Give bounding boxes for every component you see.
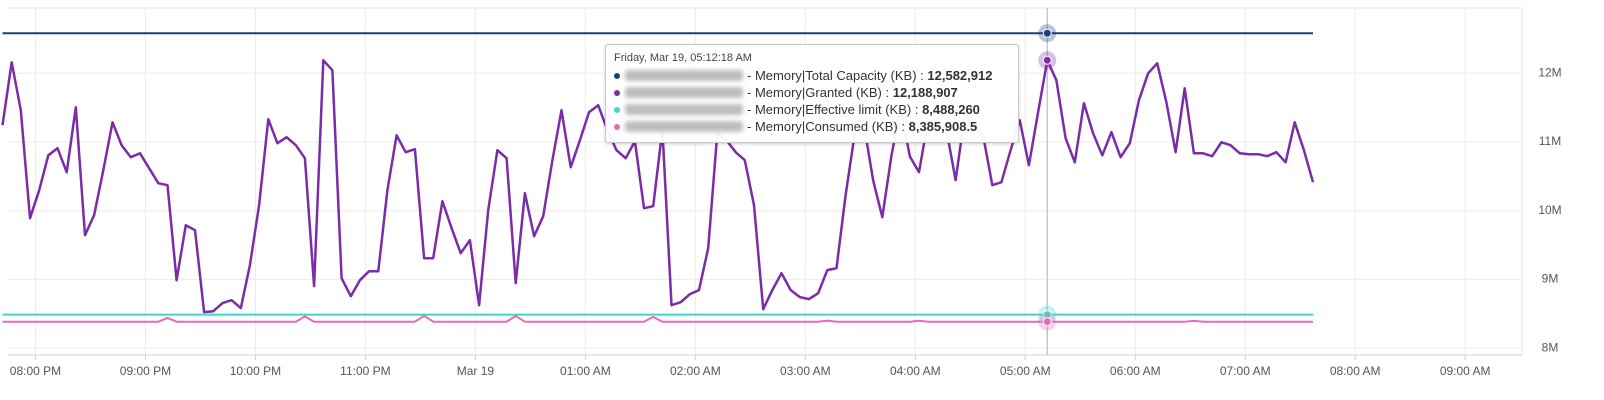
tooltip-row: Memory|Effective limit (KB)8,488,260	[614, 101, 1010, 118]
tooltip-row: Memory|Total Capacity (KB)12,582,912	[614, 67, 1010, 84]
series-name: Memory|Total Capacity (KB)	[747, 67, 927, 84]
y-tick-label: 11M	[1539, 134, 1561, 148]
x-tick-label: 03:00 AM	[780, 364, 831, 378]
x-tick-label: 04:00 AM	[890, 364, 941, 378]
x-tick-label: Mar 19	[457, 364, 495, 378]
series-name: Memory|Granted (KB)	[747, 84, 893, 101]
redacted-name	[625, 121, 743, 132]
legend-dot	[614, 89, 620, 96]
y-tick-label: 12M	[1538, 65, 1561, 79]
x-tick-label: 07:00 AM	[1220, 364, 1271, 378]
series-line	[2, 314, 1313, 323]
hover-point	[1042, 28, 1052, 38]
redacted-name	[625, 70, 743, 81]
x-tick-label: 08:00 AM	[1330, 364, 1381, 378]
series-name: Memory|Consumed (KB)	[747, 118, 909, 135]
tooltip-title: Friday, Mar 19, 05:12:18 AM	[614, 52, 752, 64]
series-name: Memory|Effective limit (KB)	[747, 101, 922, 118]
redacted-name	[625, 87, 743, 98]
x-tick-label: 09:00 PM	[120, 364, 171, 378]
tooltip-value: 12,582,912	[927, 68, 993, 83]
x-tick-label: 01:00 AM	[560, 364, 611, 378]
x-tick-label: 10:00 PM	[230, 364, 281, 378]
tooltip-value: 12,188,907	[892, 85, 958, 100]
tooltip-row: Memory|Granted (KB)12,188,907	[614, 84, 1010, 101]
tooltip-value: 8,488,260	[922, 102, 980, 117]
x-tick-label: 11:00 PM	[340, 364, 390, 378]
x-tick-label: 05:00 AM	[1000, 364, 1051, 378]
y-tick-label: 9M	[1542, 272, 1559, 286]
legend-dot	[614, 72, 620, 79]
series-line	[1, 59, 1315, 314]
x-tick-label: 02:00 AM	[670, 364, 721, 378]
x-tick-label: 06:00 AM	[1110, 364, 1161, 378]
tooltip-value: 8,385,908.5	[908, 119, 978, 134]
legend-dot	[614, 106, 620, 113]
hover-point	[1042, 317, 1052, 327]
hover-point	[1042, 55, 1052, 65]
tooltip: Friday, Mar 19, 05:12:18 AM Memory|Total…	[605, 44, 1019, 143]
tooltip-row: Memory|Consumed (KB)8,385,908.5	[614, 118, 1010, 135]
y-tick-label: 10M	[1538, 203, 1561, 217]
redacted-name	[625, 104, 743, 115]
x-tick-label: 09:00 AM	[1440, 364, 1491, 378]
y-tick-label: 8M	[1542, 340, 1559, 354]
legend-dot	[614, 123, 620, 130]
x-tick-label: 08:00 PM	[10, 364, 61, 378]
